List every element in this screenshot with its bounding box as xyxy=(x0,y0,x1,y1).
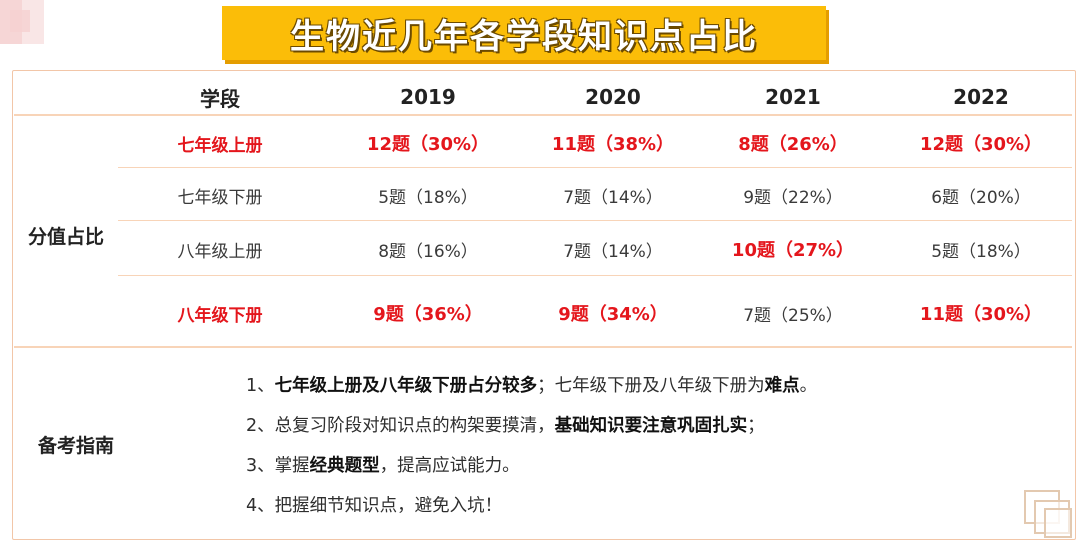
table-cell: 7题（14%） xyxy=(563,241,663,262)
divider xyxy=(14,114,1072,116)
guide-item-text: ； xyxy=(747,416,765,436)
guide-item-text: ，提高应试能力。 xyxy=(379,456,520,476)
guide-item-text: 把握细节知识点，避免入坑！ xyxy=(274,496,503,516)
page-title: 生物近几年各学段知识点占比 xyxy=(290,16,758,57)
header-year: 2022 xyxy=(953,85,1009,109)
table-cell: 5题（18%） xyxy=(931,241,1031,262)
table-cell: 7题（25%） xyxy=(743,305,843,326)
guide-item-emphasis: 七年级上册及八年级下册占分较多 xyxy=(274,376,538,396)
header-stage: 学段 xyxy=(200,86,240,111)
row-stage-label: 七年级上册 xyxy=(177,135,263,156)
guide-item-text: ；七年级下册及八年级下册为 xyxy=(537,376,765,396)
table-cell: 5题（18%） xyxy=(378,187,478,208)
table-cell: 9题（36%） xyxy=(373,304,483,325)
guide-item: 4、把握细节知识点，避免入坑！ xyxy=(246,486,1006,526)
table-cell: 9题（34%） xyxy=(558,304,668,325)
table-cell: 12题（30%） xyxy=(366,134,490,155)
guide-item: 2、总复习阶段对知识点的构架要摸清，基础知识要注意巩固扎实； xyxy=(246,406,1006,446)
divider xyxy=(118,220,1072,221)
guide-item-number: 2、 xyxy=(246,416,275,436)
table-cell: 7题（14%） xyxy=(563,187,663,208)
corner-decoration xyxy=(0,0,44,44)
header-year: 2019 xyxy=(400,85,456,109)
row-stage-label: 八年级上册 xyxy=(177,241,263,262)
guide-item-emphasis: 经典题型 xyxy=(309,456,380,476)
table-cell: 12题（30%） xyxy=(919,134,1043,155)
data-panel xyxy=(12,70,1076,540)
row-stage-label: 七年级下册 xyxy=(177,187,263,208)
guide-item-text: 掌握 xyxy=(274,456,310,476)
guide-label: 备考指南 xyxy=(37,434,114,457)
table-cell: 8题（26%） xyxy=(738,134,848,155)
guide-item-text: 总复习阶段对知识点的构架要摸清， xyxy=(274,416,555,436)
guide-item-emphasis: 难点 xyxy=(764,376,800,396)
header-year: 2021 xyxy=(765,85,821,109)
guide-item-number: 1、 xyxy=(246,376,275,396)
guide-list: 1、七年级上册及八年级下册占分较多；七年级下册及八年级下册为难点。 2、总复习阶段… xyxy=(246,366,1006,526)
header-year: 2020 xyxy=(585,85,641,109)
guide-item-text: 。 xyxy=(799,376,818,396)
guide-item-emphasis: 基础知识要注意巩固扎实 xyxy=(554,416,748,436)
table-cell: 11题（30%） xyxy=(919,304,1043,325)
guide-item-number: 4、 xyxy=(246,496,275,516)
table-cell: 9题（22%） xyxy=(743,187,843,208)
table-cell: 10题（27%） xyxy=(731,240,855,261)
section-label: 分值占比 xyxy=(27,225,104,248)
guide-item: 3、掌握经典题型，提高应试能力。 xyxy=(246,446,1006,486)
table-cell: 11题（38%） xyxy=(551,134,675,155)
title-banner: 生物近几年各学段知识点占比 xyxy=(222,6,826,60)
divider xyxy=(118,275,1072,276)
row-stage-label: 八年级下册 xyxy=(177,305,263,326)
table-cell: 8题（16%） xyxy=(378,241,478,262)
guide-item: 1、七年级上册及八年级下册占分较多；七年级下册及八年级下册为难点。 xyxy=(246,366,1006,406)
guide-item-number: 3、 xyxy=(246,456,275,476)
divider xyxy=(14,346,1072,348)
corner-decoration xyxy=(1018,486,1074,540)
table-cell: 6题（20%） xyxy=(931,187,1031,208)
divider xyxy=(118,167,1072,168)
